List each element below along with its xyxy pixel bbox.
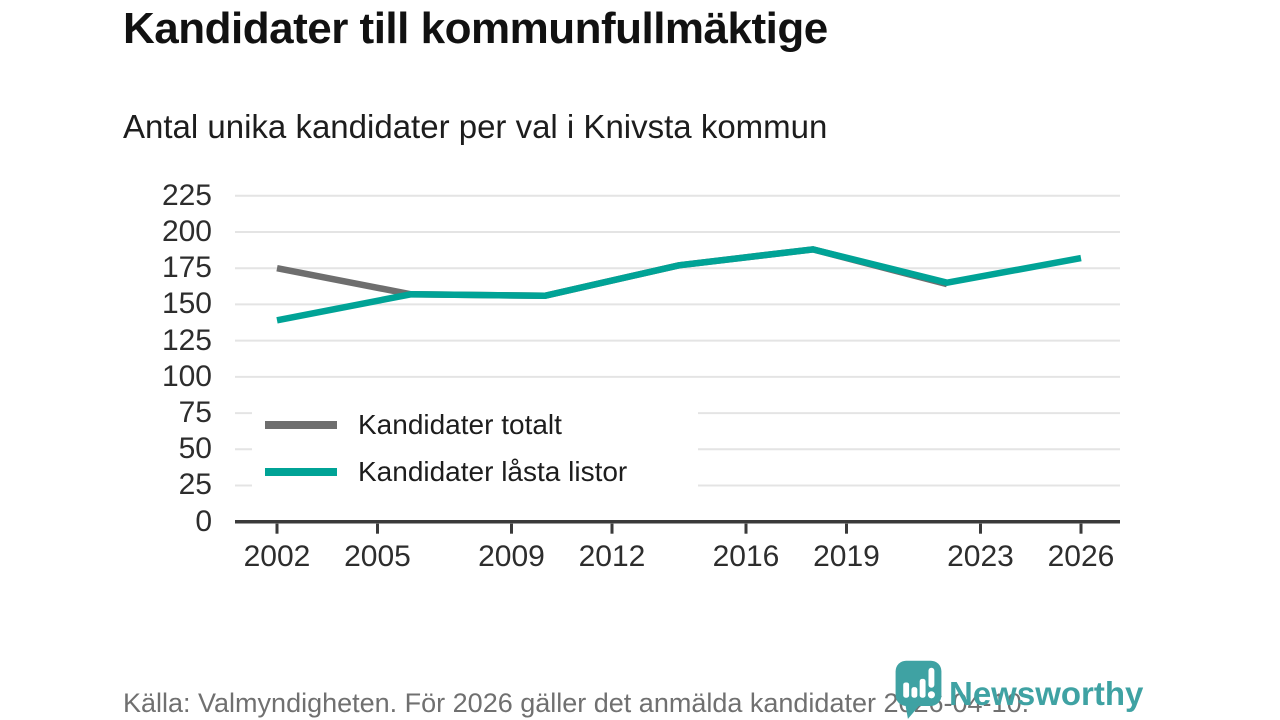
x-axis-label-2016: 2016 — [712, 540, 780, 573]
legend-label: Kandidater totalt — [358, 408, 562, 440]
y-axis-label-100: 100 — [161, 359, 212, 393]
y-axis-label-225: 225 — [161, 178, 212, 212]
chart-legend: Kandidater totalt Kandidater låsta listo… — [252, 399, 698, 497]
y-axis-label-150: 150 — [161, 287, 212, 321]
x-axis-label-2023: 2023 — [947, 540, 1014, 573]
y-axis-label-25: 25 — [178, 468, 212, 502]
x-axis-label-2019: 2019 — [813, 540, 880, 573]
source-note: Källa: Valmyndigheten. För 2026 gäller d… — [123, 688, 1030, 718]
y-axis-label-50: 50 — [178, 432, 212, 466]
y-axis-label-200: 200 — [161, 215, 212, 248]
page-title: Kandidater till kommunfullmäktige — [123, 4, 828, 53]
x-axis-label-2005: 2005 — [344, 540, 411, 573]
legend-swatch-gray-line — [265, 420, 337, 429]
chart-subtitle: Antal unika kandidater per val i Knivsta… — [123, 108, 828, 145]
legend-item-kandidater-totalt: Kandidater totalt — [252, 401, 698, 448]
legend-label: Kandidater låsta listor — [358, 455, 628, 487]
legend-swatch-teal-line — [265, 467, 337, 476]
y-axis-label-175: 175 — [161, 251, 212, 285]
legend-item-kandidater-lasta-listor: Kandidater låsta listor — [252, 448, 698, 495]
newsworthy-wordmark: Newsworthy — [949, 675, 1144, 712]
x-axis-label-2012: 2012 — [578, 540, 646, 573]
newsworthy-pin-barchart-icon — [895, 660, 942, 719]
x-axis-label-2026: 2026 — [1047, 540, 1115, 573]
series-line-kandidater-lasta-listor — [276, 246, 1082, 324]
x-axis-label-2002: 2002 — [243, 540, 311, 573]
y-axis-label-0: 0 — [195, 504, 212, 538]
newsworthy-logo: Newsworthy — [895, 660, 1143, 719]
x-axis-label-2009: 2009 — [478, 540, 545, 573]
y-axis-label-75: 75 — [178, 396, 212, 430]
y-axis-label-125: 125 — [161, 323, 212, 357]
